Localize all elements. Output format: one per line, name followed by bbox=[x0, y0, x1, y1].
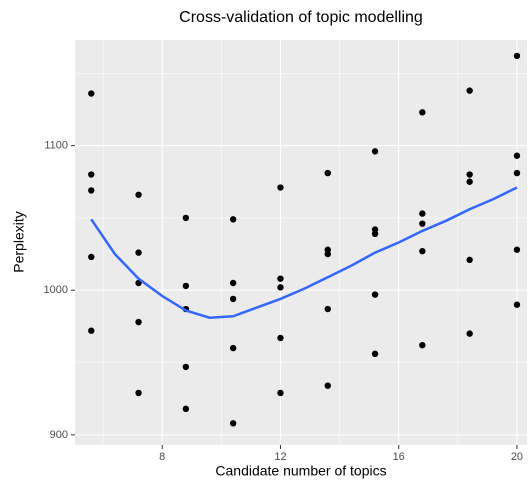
x-tick-label: 16 bbox=[393, 451, 405, 463]
x-axis-label: Candidate number of topics bbox=[215, 463, 386, 479]
point bbox=[229, 279, 237, 287]
y-tick-label: 1000 bbox=[44, 284, 68, 296]
point bbox=[182, 282, 190, 290]
point bbox=[324, 250, 331, 258]
point bbox=[371, 291, 379, 298]
point bbox=[466, 87, 473, 94]
point bbox=[371, 230, 379, 238]
point bbox=[229, 216, 237, 223]
point bbox=[324, 305, 331, 313]
point bbox=[277, 334, 284, 342]
point bbox=[513, 169, 521, 177]
point bbox=[135, 191, 142, 198]
x-tick-label: 8 bbox=[159, 451, 165, 463]
trend-line bbox=[90, 186, 518, 319]
point bbox=[277, 389, 284, 397]
point bbox=[88, 253, 95, 261]
point bbox=[513, 246, 521, 253]
point bbox=[88, 171, 95, 178]
point bbox=[135, 318, 142, 326]
point bbox=[324, 169, 331, 177]
point bbox=[229, 295, 237, 303]
point bbox=[135, 249, 142, 256]
y-tick-label: 900 bbox=[50, 429, 68, 441]
point bbox=[324, 382, 331, 389]
point bbox=[88, 327, 95, 334]
point bbox=[277, 275, 284, 282]
point bbox=[513, 152, 521, 159]
point bbox=[419, 247, 426, 255]
point bbox=[182, 363, 190, 371]
point bbox=[182, 405, 190, 413]
point bbox=[419, 109, 426, 116]
panel bbox=[75, 40, 527, 445]
point bbox=[229, 420, 237, 427]
point bbox=[466, 171, 473, 178]
point bbox=[135, 279, 142, 287]
point bbox=[466, 256, 473, 264]
point bbox=[466, 330, 473, 337]
point bbox=[135, 389, 142, 397]
point bbox=[88, 187, 95, 194]
point bbox=[466, 178, 473, 185]
y-axis-label: Perplexity bbox=[11, 211, 27, 272]
point bbox=[513, 52, 521, 60]
point bbox=[277, 184, 284, 191]
point bbox=[371, 350, 379, 358]
point bbox=[419, 220, 426, 227]
point bbox=[419, 210, 426, 217]
x-tick-label: 20 bbox=[511, 451, 523, 463]
point bbox=[277, 284, 284, 291]
point bbox=[419, 341, 426, 349]
point bbox=[513, 301, 521, 308]
point bbox=[229, 344, 237, 352]
chart-title: Cross-validation of topic modelling bbox=[179, 9, 423, 26]
point bbox=[88, 90, 95, 97]
x-tick-label: 12 bbox=[274, 451, 286, 463]
point bbox=[371, 148, 379, 155]
point bbox=[182, 214, 190, 222]
y-tick-label: 1100 bbox=[44, 139, 68, 151]
